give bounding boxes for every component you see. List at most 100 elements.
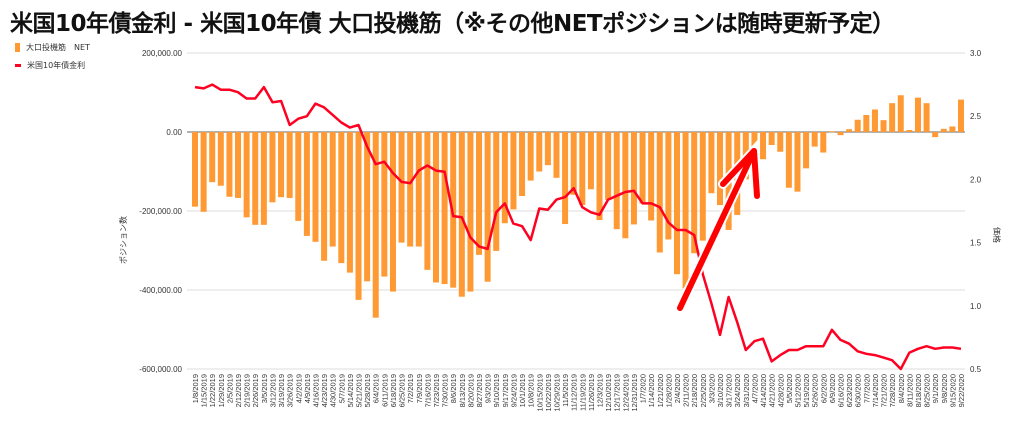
- x-tick-label: 2/26/2019: [251, 374, 260, 407]
- bar: [200, 132, 207, 212]
- x-tick-label: 4/23/2019: [320, 374, 329, 407]
- x-tick-label: 2/18/2020: [690, 374, 699, 407]
- x-tick-label: 12/17/2019: [613, 374, 622, 412]
- x-tick-label: 11/12/2019: [570, 374, 579, 411]
- x-tick-label: 1/21/2020: [656, 374, 665, 407]
- bar: [260, 132, 267, 225]
- x-tick-label: 3/3/2020: [707, 374, 716, 403]
- bar: [828, 131, 835, 133]
- bar: [346, 132, 353, 273]
- legend-item-yield: 米国10年債金利: [15, 60, 85, 71]
- legend-label-yield: 米国10年債金利: [27, 61, 86, 70]
- bar: [777, 132, 784, 152]
- y-right-tick-label: 0.5: [970, 365, 982, 374]
- x-tick-label: 5/12/2020: [793, 374, 802, 407]
- x-tick-label: 2/4/2020: [673, 374, 682, 403]
- bar: [871, 109, 878, 132]
- y-right-tick-label: 3.0: [970, 49, 982, 58]
- x-tick-label: 6/2/2020: [819, 374, 828, 403]
- bar: [880, 120, 887, 132]
- bar: [897, 95, 904, 132]
- bar: [803, 132, 810, 169]
- chart-title: 米国10年債金利 - 米国10年債 大口投機筋（※その他NETポジションは随時更…: [10, 11, 895, 37]
- x-tick-label: 2/19/2019: [243, 374, 252, 407]
- bar: [476, 132, 483, 255]
- x-tick-label: 5/7/2019: [337, 374, 346, 403]
- x-tick-label: 1/7/2020: [639, 374, 648, 403]
- x-tick-label: 9/22/2020: [957, 374, 966, 407]
- bar: [235, 132, 242, 198]
- x-tick-label: 7/9/2019: [415, 374, 424, 403]
- x-tick-label: 3/12/2019: [268, 374, 277, 407]
- x-tick-label: 8/4/2020: [897, 374, 906, 403]
- x-tick-label: 12/31/2019: [630, 374, 639, 412]
- x-tick-label: 6/25/2019: [398, 374, 407, 407]
- legend-swatch-bar: [15, 43, 20, 52]
- bar: [355, 132, 362, 300]
- bar: [751, 132, 758, 150]
- bar: [587, 132, 594, 190]
- bar: [889, 103, 896, 132]
- x-tick-label: 5/14/2019: [346, 374, 355, 407]
- bar: [699, 132, 706, 241]
- x-tick-label: 8/13/2019: [458, 374, 467, 407]
- x-tick-label: 3/10/2020: [716, 374, 725, 407]
- x-tick-label: 12/24/2019: [621, 374, 630, 412]
- x-tick-label: 6/23/2020: [845, 374, 854, 407]
- x-tick-label: 11/19/2019: [578, 374, 587, 411]
- bar: [398, 132, 405, 243]
- x-tick-label: 6/11/2019: [380, 374, 389, 407]
- y-left-tick-label: 200,000.00: [142, 49, 183, 58]
- bar: [192, 132, 198, 207]
- y-left-tick-label: -400,000.00: [139, 286, 182, 295]
- bar: [458, 132, 465, 297]
- x-tick-label: 12/10/2019: [604, 374, 613, 412]
- x-tick-label: 4/9/2019: [303, 374, 312, 403]
- bar: [648, 132, 655, 221]
- bar: [596, 132, 603, 221]
- bar: [329, 132, 336, 247]
- bar: [381, 132, 388, 277]
- x-tick-label: 4/2/2019: [294, 374, 303, 403]
- x-tick-label: 10/1/2019: [518, 374, 527, 407]
- x-tick-label: 9/17/2019: [501, 374, 510, 407]
- bar: [932, 132, 939, 138]
- bar: [510, 132, 517, 210]
- x-tick-label: 8/25/2020: [923, 374, 932, 407]
- legend-item-net: 大口投機筋 NET: [15, 42, 90, 53]
- bar: [562, 132, 569, 225]
- bar: [424, 132, 431, 270]
- x-tick-label: 11/26/2019: [587, 374, 596, 411]
- y-axis-right-title: 価格: [992, 227, 1002, 243]
- x-tick-label: 9/10/2019: [492, 374, 501, 407]
- x-tick-label: 1/14/2020: [647, 374, 656, 407]
- bar: [536, 132, 543, 172]
- y-right-tick-label: 2.0: [970, 175, 982, 184]
- x-tick-label: 4/16/2019: [311, 374, 320, 407]
- x-tick-label: 10/15/2019: [535, 374, 544, 412]
- annotation-arrow: [675, 139, 762, 313]
- bar: [837, 132, 844, 136]
- bar: [226, 132, 233, 197]
- x-tick-label: 12/3/2019: [596, 374, 605, 407]
- bar: [209, 132, 216, 183]
- bar: [854, 119, 861, 132]
- bar: [441, 132, 448, 285]
- x-tick-label: 10/22/2019: [544, 374, 553, 412]
- x-tick-label: 1/28/2020: [664, 374, 673, 407]
- x-tick-label: 8/6/2019: [449, 374, 458, 403]
- y-right-tick-label: 1.0: [970, 302, 982, 311]
- y-right-tick-label: 1.5: [970, 239, 982, 248]
- bar: [338, 132, 345, 264]
- bar: [553, 132, 560, 178]
- x-tick-label: 7/28/2020: [888, 374, 897, 407]
- x-tick-label: 7/7/2020: [862, 374, 871, 403]
- bar: [630, 132, 637, 225]
- x-tick-label: 6/9/2020: [828, 374, 837, 403]
- x-tick-label: 4/30/2019: [329, 374, 338, 407]
- x-tick-label: 1/15/2019: [200, 374, 209, 407]
- yield-line: [194, 83, 962, 371]
- bar: [820, 132, 827, 153]
- bar: [717, 132, 724, 206]
- x-tick-label: 7/30/2019: [441, 374, 450, 407]
